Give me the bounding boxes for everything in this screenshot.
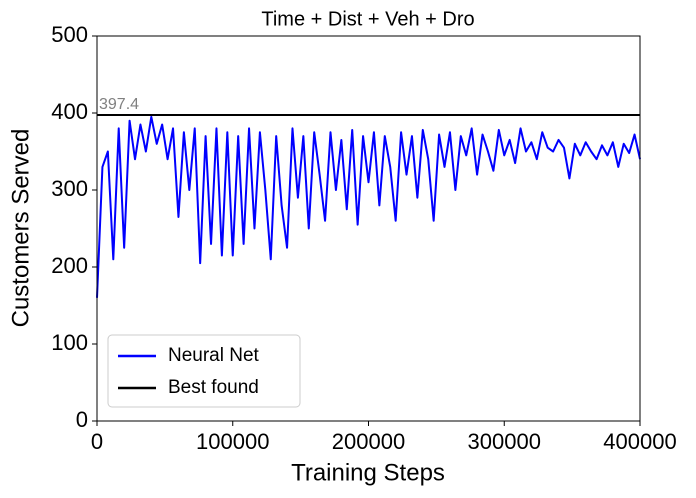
y-tick-label: 200: [51, 253, 88, 278]
x-tick-label: 0: [91, 429, 103, 454]
x-tick-label: 200000: [332, 429, 405, 454]
y-tick-label: 500: [51, 22, 88, 47]
x-axis-label: Training Steps: [291, 459, 445, 486]
chart-title: Time + Dist + Veh + Dro: [261, 8, 474, 30]
y-tick-label: 100: [51, 330, 88, 355]
legend: Neural Net Best found: [107, 334, 301, 408]
y-tick-label: 0: [76, 407, 88, 432]
series-line: [96, 115, 641, 298]
x-tick-label: 300000: [468, 429, 541, 454]
y-tick-label: 400: [51, 99, 88, 124]
y-tick-label: 300: [51, 176, 88, 201]
annotation: 397.4: [99, 96, 139, 113]
plot-area: [96, 114, 641, 298]
legend-label: Neural Net: [168, 345, 260, 366]
x-tick-label: 400000: [603, 429, 676, 454]
y-axis-label: Customers Served: [7, 129, 34, 328]
legend-label: Best found: [168, 377, 259, 398]
x-tick-label: 100000: [196, 429, 269, 454]
